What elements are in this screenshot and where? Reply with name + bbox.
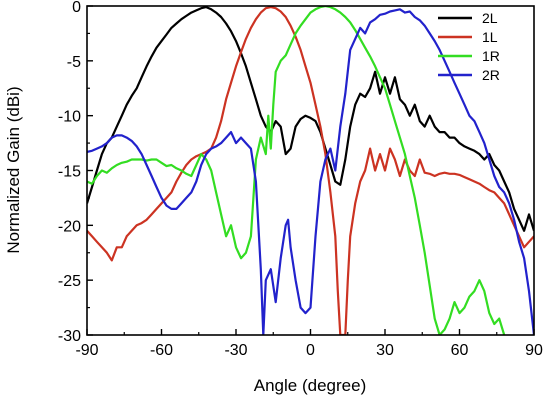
- series-line-2r: [87, 8, 534, 335]
- legend-label-1l: 1L: [482, 29, 498, 45]
- x-tick-label: 90: [525, 342, 543, 359]
- x-tick-label: 60: [451, 342, 469, 359]
- legend-label-1r: 1R: [482, 48, 500, 64]
- x-tick-label: -90: [75, 342, 98, 359]
- y-tick-label: -25: [58, 273, 81, 290]
- y-tick-label: -10: [58, 109, 81, 126]
- x-tick-label: 30: [376, 342, 394, 359]
- y-tick-label: -30: [58, 328, 81, 345]
- x-tick-label: 0: [306, 342, 315, 359]
- x-axis-title: Angle (degree): [254, 376, 366, 395]
- y-tick-label: -15: [58, 164, 81, 181]
- legend-label-2l: 2L: [482, 10, 498, 26]
- series-line-2l: [87, 6, 534, 232]
- tick-layer: -90 -60 -30 0 30 60 90 0 -5 -10 -15 -20 -25 -30: [58, 0, 543, 359]
- y-tick-label: 0: [72, 0, 81, 16]
- y-tick-label: -5: [67, 54, 81, 71]
- series-layer: [87, 6, 534, 335]
- legend-label-2r: 2R: [482, 67, 500, 83]
- y-tick-label: -20: [58, 218, 81, 235]
- y-axis-title: Normalized Gain (dBi): [4, 86, 23, 253]
- series-line-1r: [87, 6, 506, 335]
- x-tick-label: -60: [150, 342, 173, 359]
- x-tick-label: -30: [224, 342, 247, 359]
- legend: 2L 1L 1R 2R: [438, 10, 500, 83]
